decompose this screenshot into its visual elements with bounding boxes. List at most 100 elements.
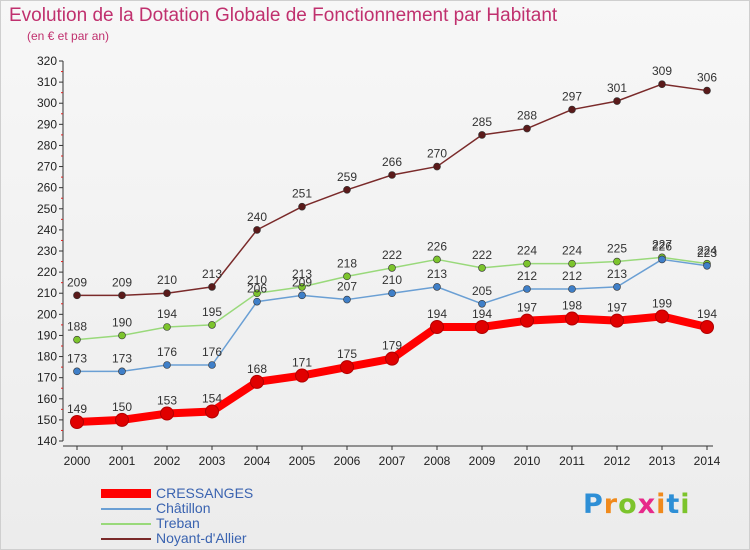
data-label: 226 bbox=[652, 239, 672, 253]
y-tick-label: 320 bbox=[37, 54, 57, 68]
data-point bbox=[568, 105, 576, 114]
chart-series bbox=[70, 80, 714, 429]
data-label: 150 bbox=[112, 400, 132, 414]
y-tick-label: 210 bbox=[37, 286, 57, 300]
legend-label: Châtillon bbox=[156, 500, 211, 516]
data-label: 176 bbox=[157, 345, 177, 359]
legend-swatch bbox=[101, 538, 151, 540]
data-point bbox=[343, 295, 351, 304]
x-tick-label: 2003 bbox=[199, 454, 226, 468]
chart-subtitle: (en € et par an) bbox=[27, 29, 110, 43]
y-tick-label: 150 bbox=[37, 413, 57, 427]
data-point bbox=[163, 361, 171, 369]
x-tick-label: 2011 bbox=[559, 454, 585, 468]
chart-axes: 140 150 160 170 180 190 200 210 220 230 240 250 260 2… bbox=[37, 54, 721, 468]
data-point bbox=[388, 171, 396, 179]
data-point bbox=[388, 264, 396, 272]
data-point bbox=[73, 291, 81, 300]
line-chart: 140 150 160 170 180 190 200 210 220 230 240 250 260 2… bbox=[37, 54, 721, 468]
data-point bbox=[478, 131, 486, 139]
data-label: 270 bbox=[427, 147, 447, 161]
data-point bbox=[118, 367, 126, 376]
data-label: 173 bbox=[67, 351, 87, 365]
data-label: 226 bbox=[427, 239, 447, 253]
data-label: 194 bbox=[697, 307, 717, 321]
legend-label: CRESSANGES bbox=[156, 485, 254, 501]
data-point bbox=[205, 404, 219, 419]
data-label: 213 bbox=[427, 267, 447, 281]
data-point bbox=[568, 285, 576, 293]
data-point bbox=[478, 264, 486, 272]
data-label: 209 bbox=[67, 275, 87, 289]
data-point bbox=[253, 289, 261, 298]
chart-title: Evolution de la Dotation Globale de Fonc… bbox=[9, 5, 558, 26]
data-label: 224 bbox=[697, 244, 717, 258]
data-label: 209 bbox=[292, 275, 312, 289]
logo-letter: o bbox=[618, 489, 638, 520]
y-tick-label: 310 bbox=[37, 75, 57, 89]
data-point bbox=[385, 351, 399, 366]
x-tick-label: 2009 bbox=[469, 454, 496, 468]
data-label: 225 bbox=[607, 242, 627, 256]
data-point bbox=[250, 374, 264, 389]
data-point bbox=[298, 202, 306, 211]
data-label: 212 bbox=[517, 269, 537, 283]
logo-letter: i bbox=[680, 489, 691, 520]
data-point bbox=[115, 412, 129, 427]
data-label: 309 bbox=[652, 64, 672, 78]
data-label: 222 bbox=[382, 248, 402, 262]
data-label: 154 bbox=[202, 391, 222, 405]
y-tick-label: 240 bbox=[37, 223, 57, 237]
y-tick-label: 230 bbox=[37, 244, 57, 258]
series-line bbox=[76, 83, 708, 297]
data-label: 240 bbox=[247, 210, 267, 224]
data-label: 213 bbox=[202, 267, 222, 281]
data-point bbox=[565, 311, 579, 326]
data-label: 297 bbox=[562, 90, 582, 104]
data-point bbox=[700, 320, 714, 334]
x-tick-label: 2010 bbox=[514, 454, 541, 468]
data-point bbox=[613, 257, 621, 266]
y-tick-label: 220 bbox=[37, 265, 57, 279]
x-tick-label: 2001 bbox=[109, 454, 136, 468]
data-label: 266 bbox=[382, 155, 402, 169]
data-label: 213 bbox=[607, 267, 627, 281]
data-point bbox=[430, 320, 444, 334]
data-label: 168 bbox=[247, 362, 267, 376]
x-tick-label: 2008 bbox=[424, 454, 451, 468]
data-label: 176 bbox=[202, 345, 222, 359]
x-tick-label: 2002 bbox=[154, 454, 181, 468]
data-point bbox=[298, 283, 306, 291]
data-point bbox=[523, 124, 531, 133]
data-point bbox=[655, 309, 669, 324]
data-label: 218 bbox=[337, 256, 357, 270]
data-point bbox=[568, 259, 576, 268]
data-point bbox=[253, 226, 261, 234]
data-label: 205 bbox=[472, 284, 492, 298]
data-label: 197 bbox=[607, 301, 627, 315]
x-tick-label: 2000 bbox=[64, 454, 91, 468]
data-label: 224 bbox=[517, 244, 537, 258]
data-label: 179 bbox=[382, 339, 402, 353]
data-label: 149 bbox=[67, 402, 87, 416]
logo-letter: t bbox=[666, 489, 681, 520]
data-point bbox=[298, 291, 306, 300]
data-point bbox=[340, 360, 354, 375]
y-tick-label: 270 bbox=[37, 160, 57, 174]
data-point bbox=[433, 283, 441, 291]
data-label: 206 bbox=[247, 282, 267, 296]
data-label: 209 bbox=[112, 275, 132, 289]
data-label: 194 bbox=[472, 307, 492, 321]
x-tick-label: 2013 bbox=[649, 454, 676, 468]
x-tick-label: 2006 bbox=[334, 454, 361, 468]
y-tick-label: 250 bbox=[37, 202, 57, 216]
data-label: 227 bbox=[652, 237, 672, 251]
data-label: 197 bbox=[517, 301, 537, 315]
data-point bbox=[433, 162, 441, 171]
data-point bbox=[610, 313, 624, 328]
data-point bbox=[475, 320, 489, 334]
data-point bbox=[73, 335, 81, 344]
y-tick-label: 280 bbox=[37, 138, 57, 152]
logo-letter: r bbox=[603, 489, 619, 520]
